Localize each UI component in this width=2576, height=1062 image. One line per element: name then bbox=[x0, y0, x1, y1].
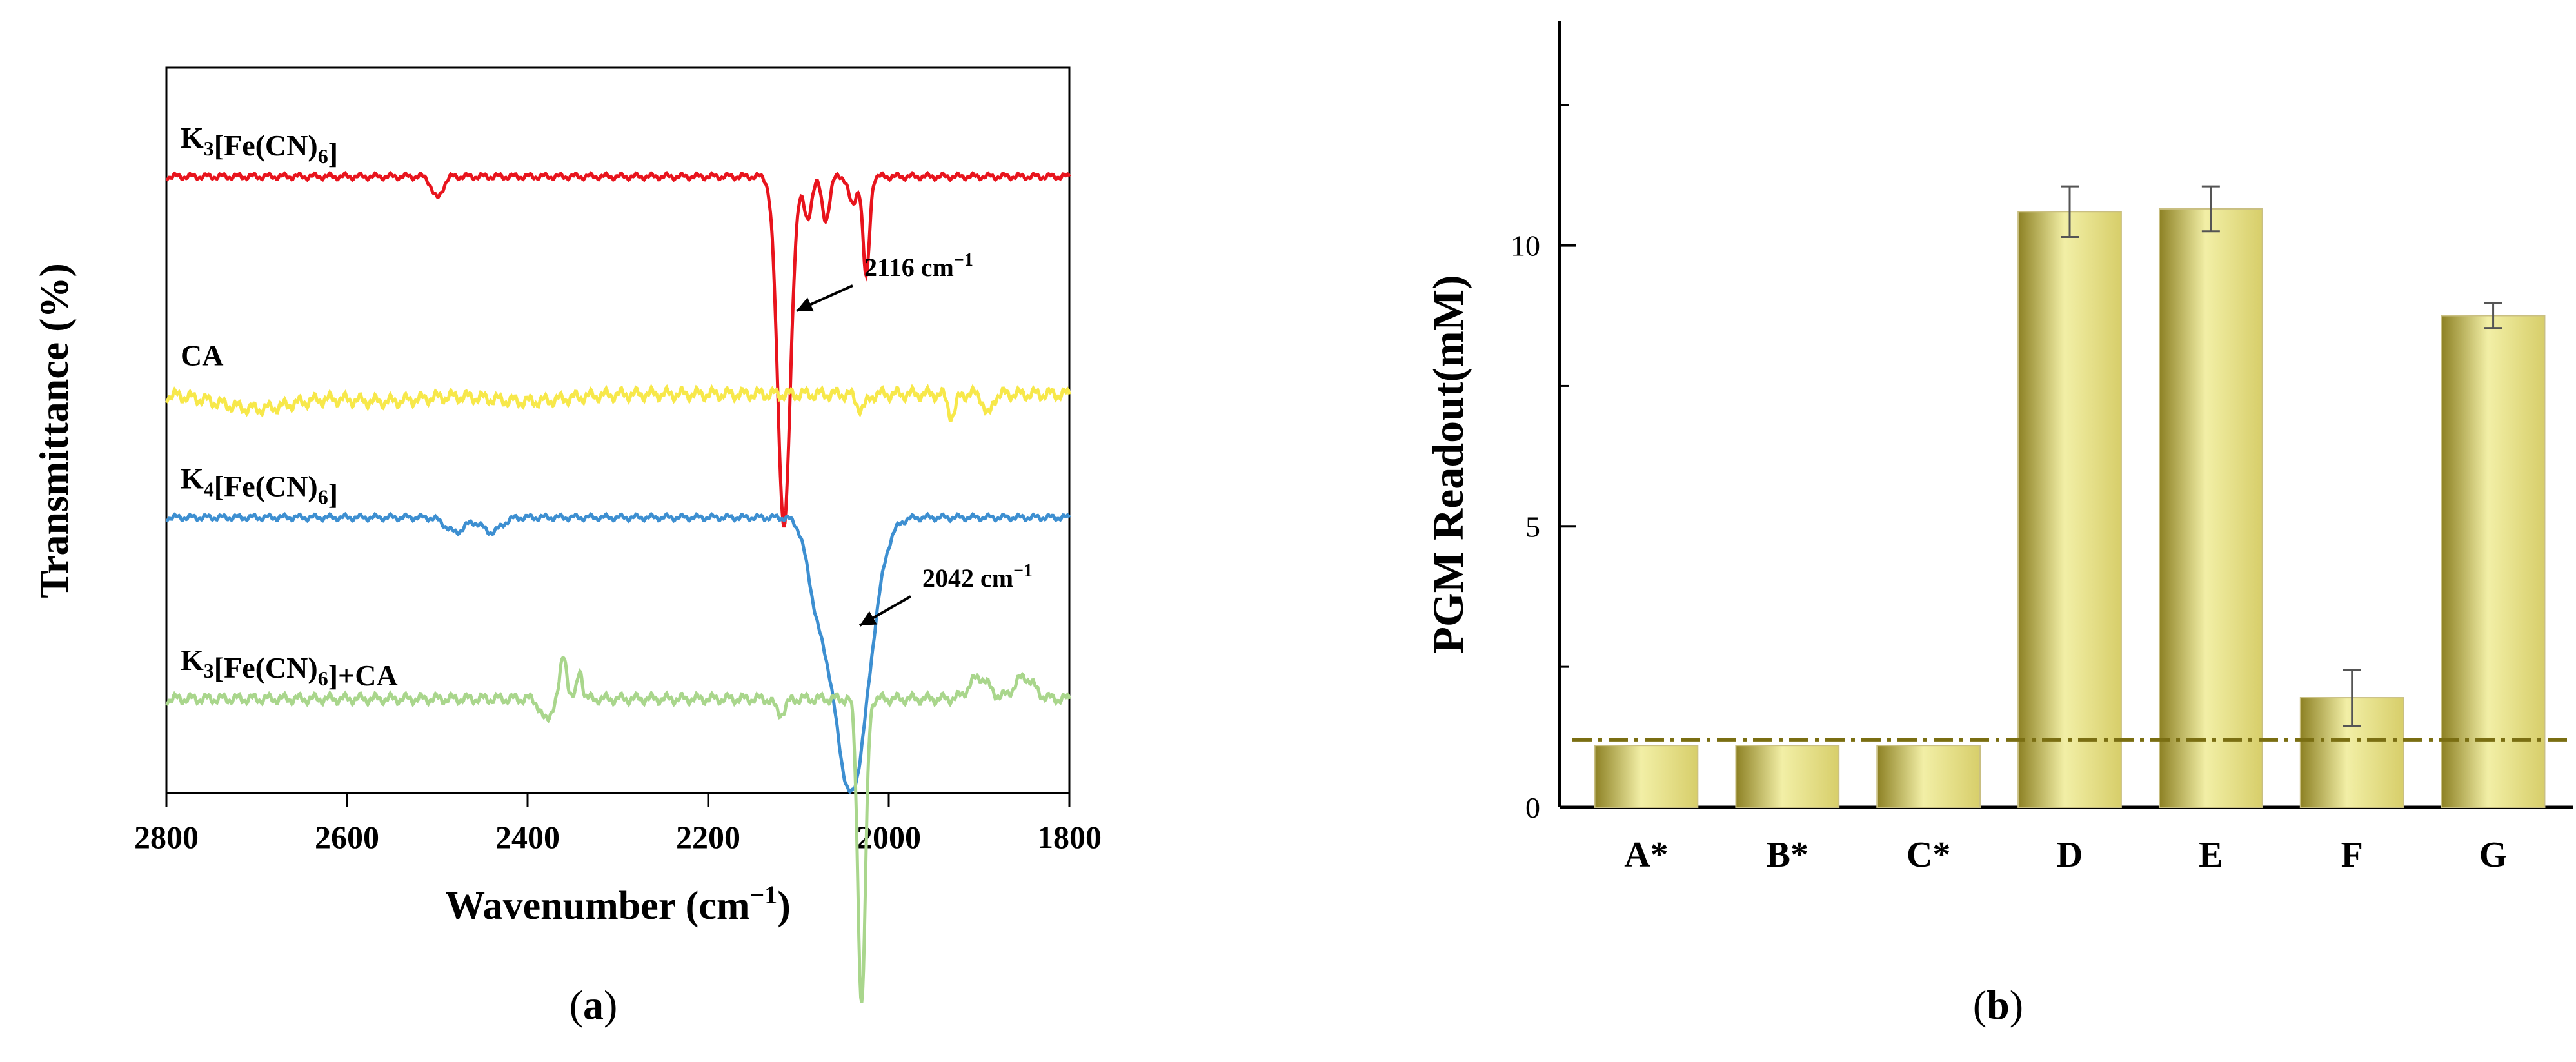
ftir-series-label: K4[Fe(CN)6] bbox=[181, 462, 338, 511]
ftir-x-tick-label: 2600 bbox=[315, 819, 379, 855]
pgm-bar bbox=[2158, 208, 2263, 808]
pgm-panel: 0 5 10 A* B* C* D E F G PGM Readout(mM) (b) bbox=[1423, 21, 2573, 1028]
pgm-bars: A* B* C* D E F G bbox=[1594, 208, 2546, 875]
ftir-x-axis-label: Wavenumber (cm−1) bbox=[445, 880, 791, 928]
ftir-x-tick-label: 2800 bbox=[134, 819, 199, 855]
pgm-category-label: E bbox=[2199, 835, 2223, 875]
pgm-category-label: G bbox=[2479, 835, 2508, 875]
panel-label-b: (b) bbox=[1973, 982, 2023, 1028]
ftir-series-group bbox=[165, 170, 1071, 1003]
ftir-annotation-arrowhead bbox=[860, 611, 877, 625]
pgm-category-label: F bbox=[2341, 835, 2363, 875]
ftir-x-ticks: 2800 2600 2400 2200 2000 1800 bbox=[134, 793, 1102, 855]
pgm-y-tick-label: 10 bbox=[1511, 230, 1540, 262]
ftir-annotation-label: 2042 cm−1 bbox=[922, 561, 1033, 593]
ftir-series-labels: K3[Fe(CN)6] CA K4[Fe(CN)6] K3[Fe(CN)6]+CA bbox=[181, 121, 398, 692]
pgm-y-tick-label: 5 bbox=[1525, 510, 1540, 543]
pgm-category-label: A* bbox=[1624, 835, 1668, 875]
ftir-series-label: CA bbox=[181, 339, 223, 371]
pgm-error-bars bbox=[2061, 185, 2502, 727]
pgm-bar bbox=[2441, 315, 2546, 808]
pgm-bar bbox=[1876, 745, 1981, 808]
ftir-annotations: 2116 cm−1 2042 cm−1 bbox=[796, 250, 1033, 627]
pgm-y-axis-label: PGM Readout(mM) bbox=[1423, 275, 1472, 653]
ftir-series-line bbox=[165, 656, 1071, 1003]
ftir-annotation-arrowhead bbox=[797, 297, 814, 312]
ftir-x-tick-label: 1800 bbox=[1037, 819, 1102, 855]
ftir-y-axis-label: Transmittance (%) bbox=[31, 263, 77, 598]
ftir-panel: 2800 2600 2400 2200 2000 1800 K3[Fe(CN)6]CAK4… bbox=[31, 66, 1102, 1028]
pgm-bar bbox=[1735, 745, 1840, 808]
ftir-x-tick-label: 2400 bbox=[495, 819, 560, 855]
ftir-x-tick-label: 2200 bbox=[676, 819, 740, 855]
ftir-series-line bbox=[165, 511, 1071, 794]
pgm-bar bbox=[2017, 211, 2122, 808]
panel-label-a: (a) bbox=[570, 982, 618, 1028]
ftir-series-label: K3[Fe(CN)6] bbox=[181, 121, 338, 170]
ftir-series-label: K3[Fe(CN)6]+CA bbox=[181, 644, 398, 692]
pgm-category-label: B* bbox=[1767, 835, 1808, 875]
pgm-y-tick-label: 0 bbox=[1525, 791, 1540, 824]
ftir-annotation-label: 2116 cm−1 bbox=[864, 250, 973, 282]
ftir-series-line bbox=[165, 383, 1071, 423]
ftir-series-line bbox=[165, 170, 1071, 528]
pgm-bar bbox=[1594, 745, 1699, 808]
pgm-category-label: D bbox=[2057, 835, 2083, 875]
pgm-category-label: C* bbox=[1907, 835, 1950, 875]
ftir-plot-frame bbox=[165, 66, 1071, 794]
